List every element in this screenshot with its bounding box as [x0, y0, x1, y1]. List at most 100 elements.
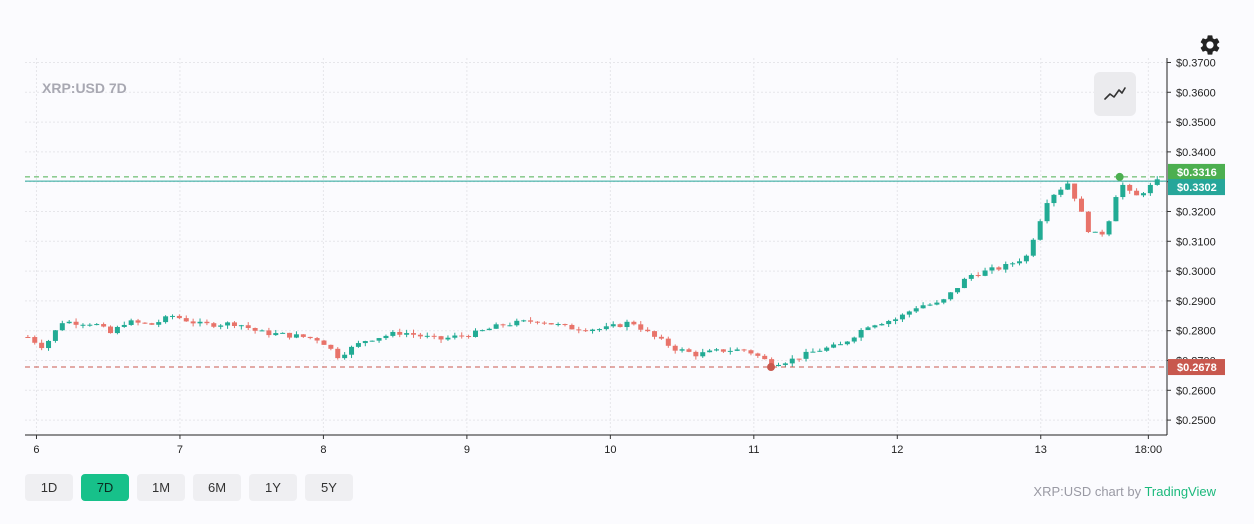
candle-body: [1065, 183, 1071, 190]
candle-body: [486, 328, 492, 331]
range-button-1d[interactable]: 1D: [25, 474, 73, 501]
y-tick-label: $0.3500: [1176, 117, 1216, 129]
candle-body: [169, 315, 175, 317]
candle-body: [1127, 184, 1133, 191]
candle-body: [238, 325, 244, 327]
candle-body: [500, 324, 506, 326]
x-tick-label: 8: [320, 444, 326, 456]
candle-body: [1147, 184, 1153, 194]
candle-body: [700, 352, 706, 357]
candle-body: [1037, 221, 1043, 240]
grid: [25, 58, 1167, 435]
candle-body: [769, 359, 775, 367]
axes: [25, 58, 1168, 436]
candle-body: [280, 332, 286, 334]
settings-button[interactable]: [1198, 33, 1222, 57]
candle-body: [645, 329, 651, 332]
candle-body: [404, 333, 410, 335]
candle-body: [383, 335, 389, 339]
candle-body: [886, 321, 892, 325]
candle-body: [775, 364, 781, 367]
y-tick-label: $0.3200: [1176, 206, 1216, 218]
candle-body: [25, 336, 31, 338]
candle-body: [665, 338, 671, 346]
candle-body: [638, 324, 644, 330]
candle-body: [789, 358, 795, 364]
candle-body: [528, 320, 534, 322]
range-button-6m[interactable]: 6M: [193, 474, 241, 501]
chart-type-toggle-button[interactable]: [1094, 72, 1136, 116]
x-tick-label: 18:00: [1135, 444, 1163, 456]
low-marker: [767, 363, 776, 372]
candle-body: [576, 329, 582, 331]
candle-body: [73, 321, 79, 325]
candle-body: [1099, 231, 1105, 235]
range-button-1y[interactable]: 1Y: [249, 474, 297, 501]
candle-body: [211, 323, 217, 327]
candle-body: [851, 337, 857, 342]
candle-body: [927, 304, 933, 306]
candle-body: [1044, 203, 1050, 222]
candle-body: [521, 320, 527, 322]
candle-body: [52, 330, 58, 341]
candle-body: [865, 327, 871, 330]
candle-body: [514, 320, 520, 326]
candle-body: [114, 326, 120, 334]
candle-body: [624, 321, 630, 328]
chart-attribution: XRP:USD chart by TradingView: [1033, 484, 1216, 499]
candle-body: [906, 311, 912, 315]
candle-body: [390, 331, 396, 336]
candle-body: [163, 316, 169, 323]
range-button-5y[interactable]: 5Y: [305, 474, 353, 501]
candle-body: [1078, 198, 1084, 212]
candle-body: [672, 345, 678, 351]
candle-body: [335, 348, 341, 359]
candle-body: [397, 331, 403, 335]
candle-body: [879, 324, 885, 326]
candle-body: [266, 330, 272, 336]
candle-body: [1003, 264, 1009, 270]
tradingview-link[interactable]: TradingView: [1144, 484, 1216, 499]
candle-body: [46, 340, 52, 349]
range-button-1m[interactable]: 1M: [137, 474, 185, 501]
candle-body: [534, 321, 540, 323]
candle-body: [948, 292, 954, 300]
candle-body: [631, 321, 637, 325]
candle-body: [424, 335, 430, 337]
candle-body: [1154, 179, 1160, 185]
candle-body: [507, 325, 513, 327]
candle-body: [231, 322, 237, 327]
candle-body: [961, 278, 967, 289]
candle-body: [32, 337, 38, 343]
candle-body: [844, 341, 850, 345]
candle-body: [1030, 239, 1036, 256]
price-tag-text: $0.3302: [1177, 182, 1217, 194]
candle-body: [39, 342, 45, 349]
candle-body: [369, 340, 375, 342]
candle-body: [108, 326, 114, 334]
candle-body: [362, 341, 368, 344]
candle-body: [142, 322, 148, 324]
candle-body: [934, 302, 940, 305]
candle-body: [707, 350, 713, 353]
x-tick-label: 12: [891, 444, 903, 456]
candle-body: [989, 267, 995, 271]
candle-body: [342, 354, 348, 359]
price-tag-high: [1168, 163, 1225, 180]
candle-body: [121, 324, 127, 327]
candle-body: [858, 329, 864, 338]
x-tick-label: 6: [33, 444, 39, 456]
candle-body: [941, 299, 947, 303]
candle-body: [128, 320, 134, 325]
candle-body: [190, 321, 196, 324]
range-button-7d[interactable]: 7D: [81, 474, 129, 501]
candle-body: [968, 275, 974, 279]
candle-body: [273, 333, 279, 336]
candle-body: [204, 321, 210, 324]
candle-body: [472, 330, 478, 337]
candle-body: [252, 328, 258, 331]
y-tick-label: $0.2900: [1176, 296, 1216, 308]
candle-body: [555, 324, 561, 326]
